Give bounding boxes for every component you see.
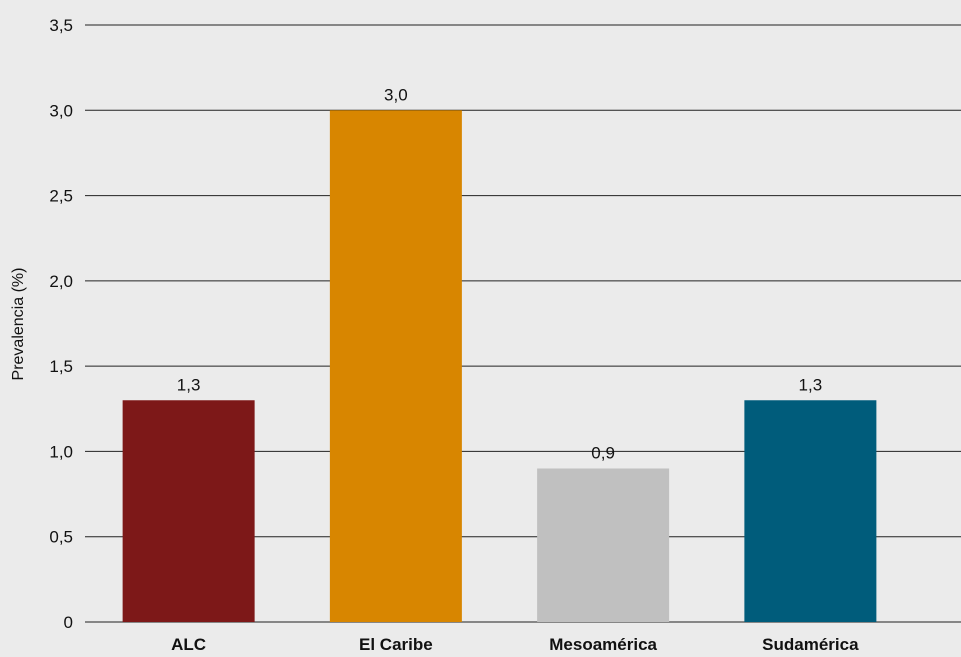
- data-label: 3,0: [384, 85, 408, 104]
- bar: [329, 110, 462, 623]
- data-label: 0,9: [591, 443, 615, 462]
- bar: [744, 400, 877, 622]
- data-label: 1,3: [177, 375, 201, 394]
- y-axis-title: Prevalencia (%): [10, 268, 27, 381]
- y-tick-label: 1,0: [49, 442, 73, 461]
- x-tick-label: ALC: [171, 635, 206, 654]
- x-tick-label: Mesoamérica: [549, 635, 657, 654]
- y-tick-label: 2,5: [49, 187, 73, 206]
- labels: 0 0,5 1,0 1,5 2,0 2,5 3,0 3,5 1,3 ALC 3,0 El Caribe…: [49, 16, 859, 654]
- y-tick-label: 3,0: [49, 101, 73, 120]
- y-tick-label: 0: [64, 613, 73, 632]
- data-label: 1,3: [799, 375, 823, 394]
- bars: [122, 110, 877, 623]
- x-tick-label: Sudamérica: [762, 635, 859, 654]
- bar: [122, 400, 255, 622]
- x-tick-label: El Caribe: [359, 635, 433, 654]
- bar: [537, 468, 670, 622]
- y-tick-label: 1,5: [49, 357, 73, 376]
- y-tick-label: 3,5: [49, 16, 73, 35]
- y-tick-label: 0,5: [49, 528, 73, 547]
- y-tick-label: 2,0: [49, 272, 73, 291]
